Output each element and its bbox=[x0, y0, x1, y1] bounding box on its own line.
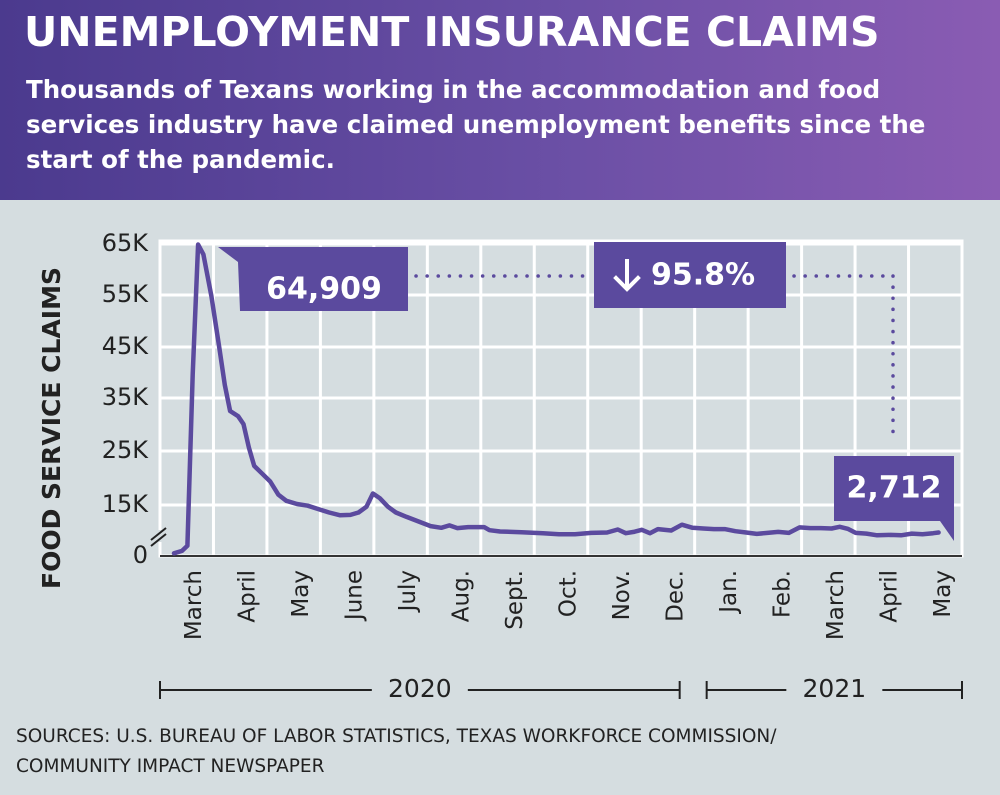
source-note: SOURCES: U.S. BUREAU OF LABOR STATISTICS… bbox=[16, 722, 777, 782]
source-line-2: COMMUNITY IMPACT NEWSPAPER bbox=[16, 756, 325, 777]
y-axis-label: FOOD SERVICE CLAIMS bbox=[37, 267, 66, 589]
x-tick-label: July bbox=[395, 570, 421, 613]
x-tick-label: April bbox=[876, 570, 902, 623]
x-tick-label: May bbox=[288, 570, 314, 618]
x-tick-label: Oct. bbox=[556, 570, 582, 617]
dotted-leader-lines bbox=[414, 274, 895, 444]
arrow-down-icon bbox=[613, 259, 641, 292]
y-axis-ticks: 0 15K 25K 35K 45K 55K 65K bbox=[102, 229, 150, 569]
x-tick-label: Feb. bbox=[769, 570, 795, 618]
axis-break-stroke bbox=[150, 527, 167, 541]
year-label: 2020 bbox=[388, 674, 452, 703]
peak-callout: 64,909 bbox=[218, 247, 408, 311]
page-title: UNEMPLOYMENT INSURANCE CLAIMS bbox=[24, 8, 880, 56]
axis-break-gap bbox=[150, 530, 168, 542]
x-tick-label: Sept. bbox=[502, 570, 528, 630]
x-axis-year-groups: 2020 2021 bbox=[159, 674, 963, 703]
y-tick-label: 65K bbox=[102, 229, 150, 257]
latest-callout: 2,712 bbox=[834, 456, 954, 541]
y-tick-label: 0 bbox=[133, 541, 148, 569]
x-tick-label: Aug. bbox=[449, 570, 475, 622]
y-tick-label: 55K bbox=[102, 280, 150, 308]
x-axis-month-labels: March April May June July Aug. Sept. Oct. Nov. De… bbox=[181, 570, 956, 640]
x-tick-label: Dec. bbox=[662, 570, 688, 622]
x-tick-label: March bbox=[823, 570, 849, 640]
source-line-1: SOURCES: U.S. BUREAU OF LABOR STATISTICS… bbox=[16, 726, 777, 747]
x-tick-label: Jan. bbox=[716, 570, 742, 615]
latest-callout-label: 2,712 bbox=[847, 471, 942, 506]
series-line-claims bbox=[171, 242, 941, 556]
x-tick-label: March bbox=[181, 570, 207, 640]
y-tick-label: 45K bbox=[102, 332, 150, 360]
header-banner: UNEMPLOYMENT INSURANCE CLAIMS Thousands … bbox=[0, 0, 1000, 200]
x-tick-label: April bbox=[235, 570, 261, 623]
x-tick-label: Nov. bbox=[609, 570, 635, 620]
latest-callout-box bbox=[834, 456, 954, 541]
year-label: 2021 bbox=[803, 674, 867, 703]
x-tick-label: May bbox=[930, 570, 956, 618]
peak-callout-box bbox=[218, 247, 408, 311]
peak-callout-label: 64,909 bbox=[266, 272, 382, 307]
y-axis-break-mark bbox=[150, 527, 168, 547]
change-callout: 95.8% bbox=[594, 242, 786, 308]
change-callout-label: 95.8% bbox=[651, 258, 755, 293]
y-tick-label: 35K bbox=[102, 383, 150, 411]
y-tick-label: 25K bbox=[102, 436, 150, 464]
x-tick-label: June bbox=[342, 570, 368, 622]
page-subtitle: Thousands of Texans working in the accom… bbox=[26, 75, 926, 174]
axis-break-stroke bbox=[150, 533, 167, 547]
y-tick-label: 15K bbox=[102, 490, 150, 518]
